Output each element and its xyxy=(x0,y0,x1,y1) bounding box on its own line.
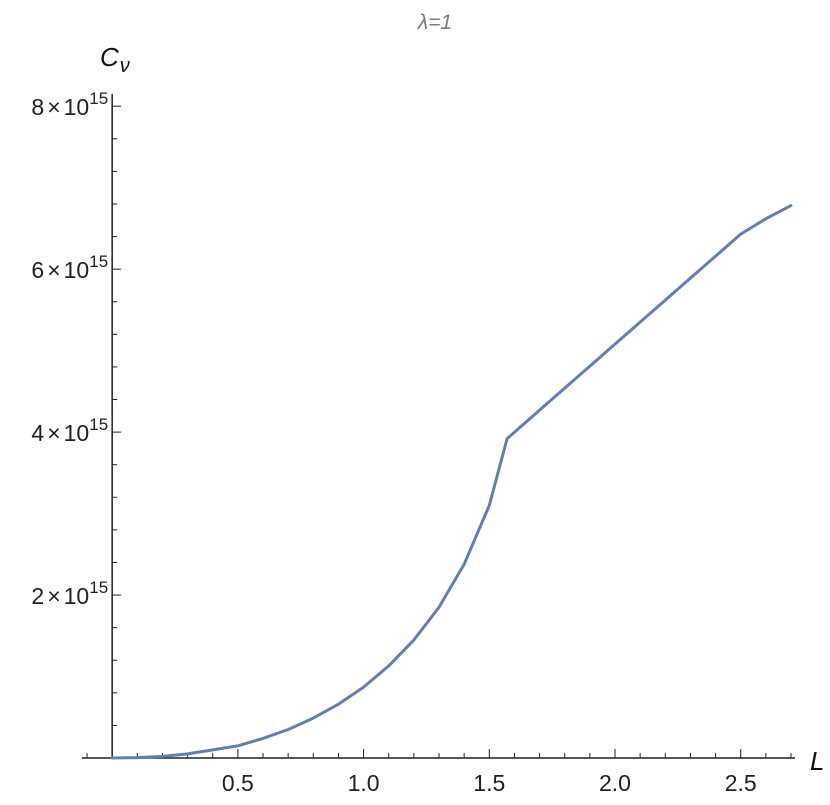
svg-text:Cν: Cν xyxy=(100,42,130,77)
y-tick-label: 8 × 1015 xyxy=(31,89,108,120)
x-tick-label: 1.0 xyxy=(348,770,380,796)
axis-ticks xyxy=(86,105,792,758)
series-group xyxy=(110,204,793,760)
series-line-0 xyxy=(110,204,793,760)
y-axis-label-sub: ν xyxy=(120,55,130,77)
x-axis-label: L xyxy=(810,746,824,776)
y-axis-label: Cν xyxy=(100,42,130,77)
x-tick-label: 2.0 xyxy=(599,770,631,796)
y-axis-label-main: C xyxy=(100,42,119,72)
y-tick-label: 6 × 1015 xyxy=(31,252,108,283)
x-tick-label: 1.5 xyxy=(473,770,505,796)
x-tick-label: 0.5 xyxy=(222,770,254,796)
x-tick-label: 2.5 xyxy=(725,770,757,796)
tick-labels: 0.5 1.0 1.5 2.0 2.5 2 × 1015 4 × 1015 6 × 1015 8 × 1015 xyxy=(31,89,756,796)
y-tick-label: 4 × 1015 xyxy=(31,415,108,446)
chart-title: λ=1 xyxy=(417,11,452,34)
y-tick-label: 2 × 1015 xyxy=(31,578,108,609)
